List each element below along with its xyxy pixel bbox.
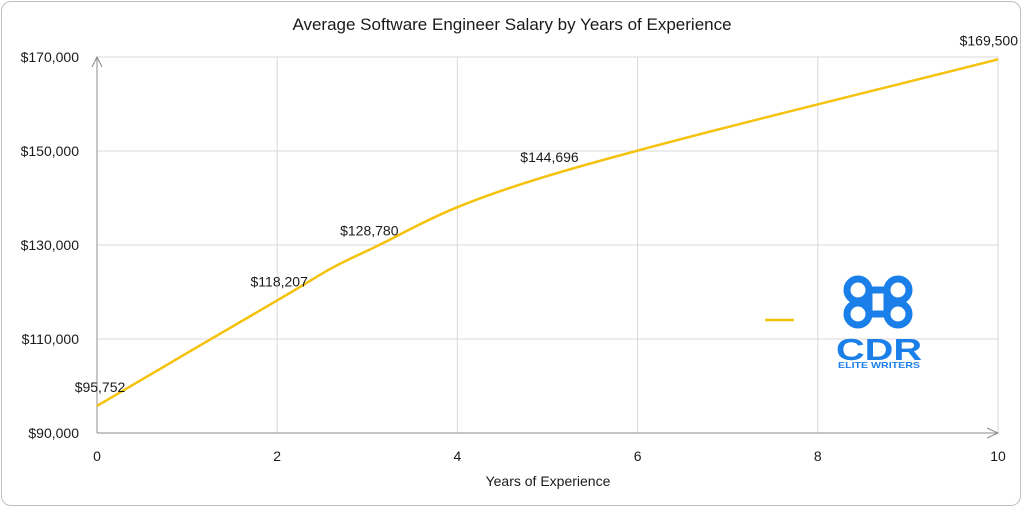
x-axis-label: Years of Experience <box>486 473 611 489</box>
y-tick-labels: $90,000 $110,000 $130,000 $150,000 $170,000 <box>21 49 80 441</box>
data-labels: $95,752 $118,207 $128,780 $144,696 $169,500 <box>75 32 1019 395</box>
y-tick-label: $130,000 <box>21 237 80 253</box>
data-label: $144,696 <box>520 149 579 165</box>
x-axis-arrow <box>986 427 1000 439</box>
x-tick-label: 0 <box>93 448 101 464</box>
x-tick-label: 2 <box>273 448 281 464</box>
x-tick-label: 8 <box>814 448 822 464</box>
data-label: $118,207 <box>251 273 309 289</box>
axes <box>91 55 1000 439</box>
data-label: $169,500 <box>960 32 1019 48</box>
y-tick-label: $90,000 <box>28 425 79 441</box>
y-tick-label: $110,000 <box>22 331 80 347</box>
logo-text: CDR <box>836 332 922 367</box>
x-tick-labels: 0 2 4 6 8 10 <box>93 448 1006 464</box>
y-axis-arrow <box>91 55 103 68</box>
logo-subtext: ELITE WRITERS <box>838 360 920 370</box>
series-line <box>96 58 999 408</box>
chart-title: Average Software Engineer Salary by Year… <box>292 15 731 34</box>
data-label: $128,780 <box>340 223 399 239</box>
x-tick-label: 4 <box>454 448 462 464</box>
grid <box>97 56 999 434</box>
cdr-knot-mark <box>843 275 913 329</box>
cdr-logo-icon: CDR ELITE WRITERS <box>836 275 922 370</box>
y-tick-label: $150,000 <box>21 143 80 159</box>
x-tick-label: 6 <box>634 448 642 464</box>
data-label: $95,752 <box>75 379 126 395</box>
x-tick-label: 10 <box>990 448 1006 464</box>
y-tick-label: $170,000 <box>21 49 80 65</box>
